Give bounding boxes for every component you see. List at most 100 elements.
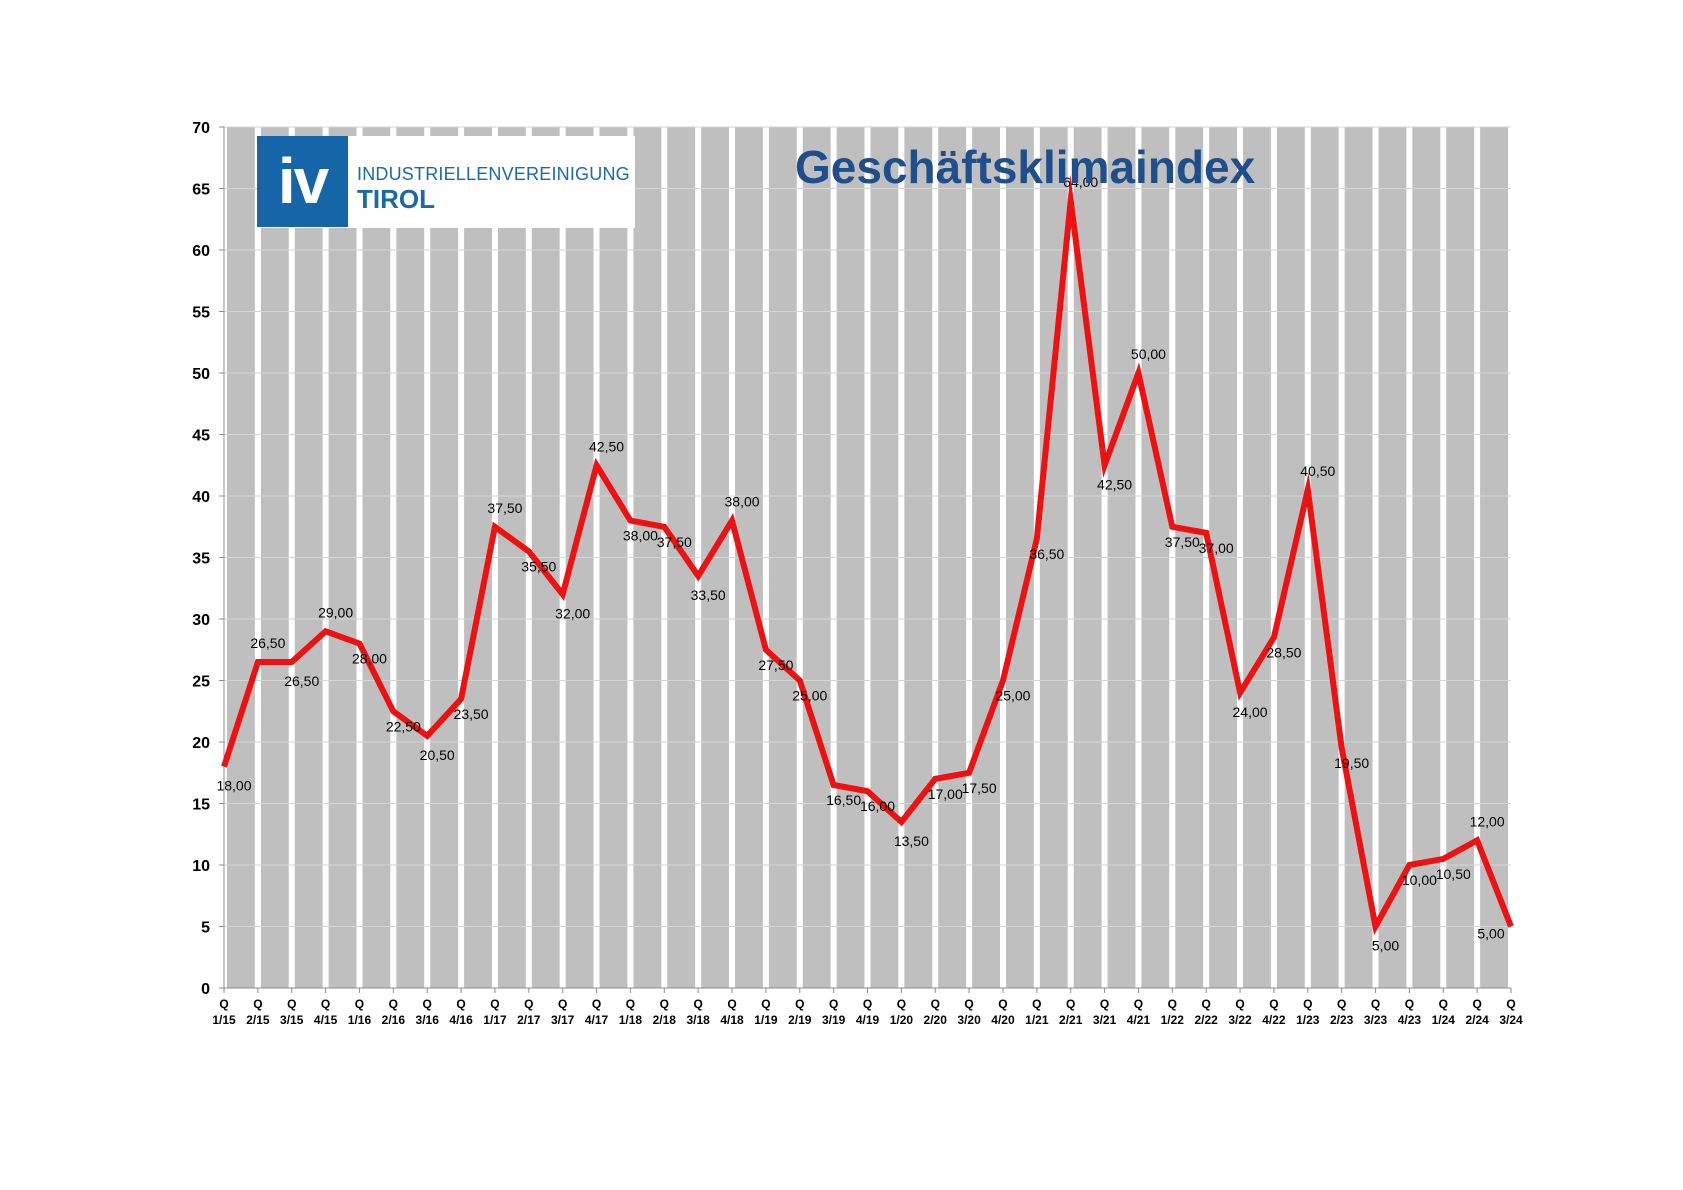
x-tick-prefix: Q — [287, 997, 296, 1011]
data-label: 64,00 — [1063, 174, 1098, 190]
data-label: 37,50 — [487, 500, 522, 516]
x-tick-prefix: Q — [626, 997, 635, 1011]
x-tick-prefix: Q — [761, 997, 770, 1011]
data-label: 23,50 — [454, 706, 489, 722]
x-axis: Q 1/15 Q 2/15 Q 3/15 Q 4/15 Q 1/16 Q 2/16 Q 3/16 Q 4/16… — [212, 987, 1523, 1027]
x-tick-prefix: Q — [964, 997, 973, 1011]
x-tick-label: 1/19 — [754, 1013, 778, 1027]
x-tick-prefix: Q — [863, 997, 872, 1011]
y-tick-label: 55 — [192, 305, 210, 322]
x-tick-prefix: Q — [355, 997, 364, 1011]
data-labels: 18,00 26,50 26,50 29,00 28,00 22,50 20,50 23,50… — [216, 174, 1504, 954]
x-tick-prefix: Q — [998, 997, 1007, 1011]
data-label: 38,00 — [623, 528, 658, 544]
series-line — [221, 174, 1514, 936]
x-tick-prefix: Q — [321, 997, 330, 1011]
x-tick-label: 3/17 — [551, 1013, 575, 1027]
x-tick-label: 4/21 — [1127, 1013, 1151, 1027]
y-tick-label: 70 — [192, 120, 210, 137]
x-tick-label: 3/20 — [957, 1013, 981, 1027]
x-tick-label: 3/16 — [416, 1013, 440, 1027]
data-label: 19,50 — [1334, 755, 1369, 771]
x-tick-label: 3/19 — [822, 1013, 846, 1027]
x-tick-prefix: Q — [1202, 997, 1211, 1011]
data-label: 16,00 — [860, 798, 895, 814]
series-line-group — [221, 174, 1514, 936]
x-tick-label: 4/16 — [449, 1013, 473, 1027]
x-tick-label: 2/20 — [924, 1013, 948, 1027]
x-tick-prefix: Q — [1235, 997, 1244, 1011]
x-tick-prefix: Q — [1405, 997, 1414, 1011]
y-tick-label: 5 — [201, 920, 210, 937]
logo-mark: iv — [257, 136, 348, 227]
y-axis: 0 5 10 15 20 25 30 35 40 45 50 55 60 65 70 — [192, 120, 225, 998]
x-tick-prefix: Q — [389, 997, 398, 1011]
x-tick-label: 3/18 — [686, 1013, 710, 1027]
x-tick-label: 2/17 — [517, 1013, 541, 1027]
x-tick-prefix: Q — [1134, 997, 1143, 1011]
x-tick-label: 2/23 — [1330, 1013, 1354, 1027]
x-tick-prefix: Q — [727, 997, 736, 1011]
data-label: 40,50 — [1300, 463, 1335, 479]
data-label: 16,50 — [826, 792, 861, 808]
x-tick-label: 1/18 — [619, 1013, 643, 1027]
x-tick-label: 1/23 — [1296, 1013, 1320, 1027]
y-tick-label: 50 — [192, 366, 210, 383]
data-label: 5,00 — [1372, 938, 1399, 954]
x-tick-label: 3/23 — [1364, 1013, 1388, 1027]
data-label: 12,00 — [1470, 813, 1505, 829]
x-tick-prefix: Q — [1506, 997, 1515, 1011]
data-label: 28,50 — [1266, 644, 1301, 660]
x-tick-prefix: Q — [1303, 997, 1312, 1011]
data-label: 50,00 — [1131, 346, 1166, 362]
data-label: 35,50 — [521, 558, 556, 574]
x-tick-prefix: Q — [1472, 997, 1481, 1011]
data-label: 33,50 — [691, 587, 726, 603]
x-tick-prefix: Q — [1032, 997, 1041, 1011]
data-label: 29,00 — [318, 604, 353, 620]
data-label: 22,50 — [386, 718, 421, 734]
x-tick-prefix: Q — [253, 997, 262, 1011]
x-tick-prefix: Q — [829, 997, 838, 1011]
x-tick-prefix: Q — [524, 997, 533, 1011]
x-tick-prefix: Q — [219, 997, 228, 1011]
data-label: 13,50 — [894, 833, 929, 849]
data-label: 37,50 — [1165, 534, 1200, 550]
logo-text-line1: INDUSTRIELLENVEREINIGUNG — [357, 164, 630, 184]
data-label: 18,00 — [216, 778, 251, 794]
data-label: 42,50 — [589, 438, 624, 454]
data-label: 10,50 — [1436, 866, 1471, 882]
x-tick-prefix: Q — [1337, 997, 1346, 1011]
data-label: 32,00 — [555, 605, 590, 621]
x-tick-label: 1/17 — [483, 1013, 507, 1027]
x-tick-label: 2/18 — [653, 1013, 677, 1027]
data-label: 5,00 — [1477, 926, 1504, 942]
x-tick-label: 4/22 — [1262, 1013, 1286, 1027]
data-label: 24,00 — [1233, 704, 1268, 720]
logo: iv INDUSTRIELLENVEREINIGUNG TIROL — [257, 136, 635, 228]
y-tick-label: 20 — [192, 735, 210, 752]
data-label: 37,50 — [657, 534, 692, 550]
y-tick-label: 10 — [192, 858, 210, 875]
y-tick-label: 45 — [192, 428, 210, 445]
x-tick-prefix: Q — [1066, 997, 1075, 1011]
x-tick-label: 2/21 — [1059, 1013, 1083, 1027]
x-tick-prefix: Q — [1269, 997, 1278, 1011]
logo-text-line2: TIROL — [357, 184, 435, 214]
data-label: 36,50 — [1029, 546, 1064, 562]
x-tick-label: 4/17 — [585, 1013, 609, 1027]
data-label: 17,00 — [928, 786, 963, 802]
data-label: 17,50 — [962, 780, 997, 796]
data-label: 38,00 — [725, 494, 760, 510]
x-tick-prefix: Q — [660, 997, 669, 1011]
x-tick-label: 1/24 — [1432, 1013, 1456, 1027]
x-tick-prefix: Q — [456, 997, 465, 1011]
x-tick-prefix: Q — [1371, 997, 1380, 1011]
x-tick-prefix: Q — [931, 997, 940, 1011]
x-tick-prefix: Q — [897, 997, 906, 1011]
x-tick-prefix: Q — [558, 997, 567, 1011]
data-label: 42,50 — [1097, 476, 1132, 492]
x-tick-label: 4/20 — [991, 1013, 1015, 1027]
y-tick-label: 15 — [192, 797, 210, 814]
